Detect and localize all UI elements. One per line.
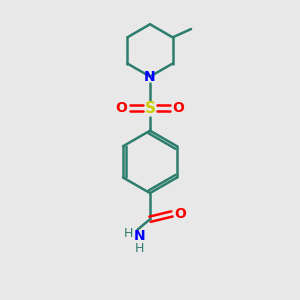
Text: H: H xyxy=(123,227,133,240)
Text: N: N xyxy=(144,70,156,84)
Text: S: S xyxy=(145,101,155,116)
Text: H: H xyxy=(135,242,145,255)
Text: O: O xyxy=(174,207,186,221)
Text: O: O xyxy=(116,101,128,116)
Text: N: N xyxy=(134,229,146,243)
Text: O: O xyxy=(172,101,184,116)
